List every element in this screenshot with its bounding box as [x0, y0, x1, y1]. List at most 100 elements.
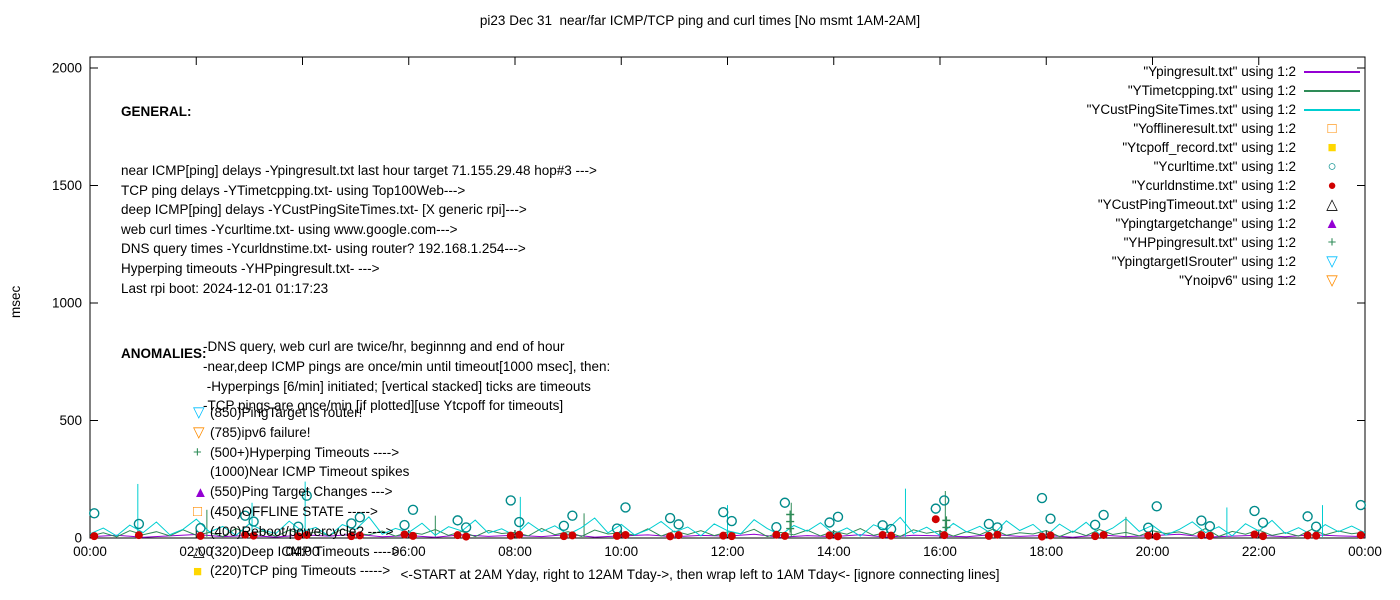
triangle-filled-icon: ▲ [1324, 215, 1340, 232]
triangle-open-icon: △ [193, 542, 205, 560]
anomaly-item: ■ (220)TCP ping Timeouts -----> [193, 561, 409, 581]
general-line: DNS query times -Ycurldnstime.txt- using… [121, 241, 526, 257]
x-tick-label: 04:00 [286, 544, 320, 559]
legend-entry: "YpingtargetISrouter" using 1:2 ▽ [1087, 252, 1364, 271]
legend-entry: "Yofflineresult.txt" using 1:2 □ [1087, 119, 1364, 138]
legend-label: "Ypingtargetchange" using 1:2 [1115, 216, 1296, 231]
circle-open-icon: ○ [1327, 158, 1337, 175]
legend-entry: "Ytcpoff_record.txt" using 1:2 ■ [1087, 138, 1364, 157]
legend-label: "Ypingresult.txt" using 1:2 [1143, 64, 1296, 79]
legend-sample: ○ [1300, 159, 1364, 174]
anomaly-text: (850)PingTarget is router! [210, 404, 363, 420]
legend-sample: ● [1300, 178, 1364, 193]
legend-sample: ■ [1300, 140, 1364, 155]
x-tick-label: 00:00 [73, 544, 107, 559]
anomaly-text: (450)OFFLINE STATE -----> [210, 503, 378, 519]
anomaly-text: (220)TCP ping Timeouts -----> [210, 563, 391, 579]
legend-entry: "Ypingresult.txt" using 1:2 [1087, 62, 1364, 81]
anomaly-text: (320)Deep ICMP Timeouts ----> [210, 543, 400, 559]
general-note: -Hyperpings [6/min] initiated; [vertical… [203, 378, 591, 394]
anomaly-text: (785)ipv6 failure! [210, 424, 311, 440]
anomaly-item: (400)Reboot/powercycle? ----> [193, 522, 409, 542]
anomaly-item: □ (450)OFFLINE STATE -----> [193, 502, 409, 522]
x-tick-label: 06:00 [392, 544, 426, 559]
legend-line-sample-icon [1304, 89, 1360, 92]
triangle-open-icon: △ [1326, 196, 1338, 213]
anomaly-text: (400)Reboot/powercycle? ----> [210, 523, 394, 539]
general-note: -TCP pings are once/min [if plotted][use… [203, 398, 564, 414]
x-tick-label: 14:00 [817, 544, 851, 559]
legend-sample: ▲ [1300, 216, 1364, 231]
square-open-icon: □ [1327, 120, 1337, 137]
anomaly-item: (1000)Near ICMP Timeout spikes [193, 462, 409, 482]
chart-title: pi23 Dec 31 near/far ICMP/TCP ping and c… [479, 13, 921, 28]
legend-label: "YCustPingSiteTimes.txt" using 1:2 [1086, 102, 1296, 117]
x-tick-label: 02:00 [179, 544, 213, 559]
legend-label: "YCustPingTimeout.txt" using 1:2 [1097, 197, 1296, 212]
anomaly-item: △ (320)Deep ICMP Timeouts ----> [193, 542, 409, 562]
y-tick-label: 0 [74, 531, 82, 546]
legend-label: "Yofflineresult.txt" using 1:2 [1133, 121, 1296, 136]
legend-label: "YTimetcpping.txt" using 1:2 [1127, 83, 1296, 98]
legend-label: "YHPpingresult.txt" using 1:2 [1123, 235, 1296, 250]
legend-sample [1300, 70, 1364, 73]
square-open-icon: □ [193, 503, 203, 521]
legend-entry: "Ypingtargetchange" using 1:2 ▲ [1087, 214, 1364, 233]
x-tick-label: 20:00 [1136, 544, 1170, 559]
series-YHPpingresult [786, 510, 951, 533]
legend-rows: "Ypingresult.txt" using 1:2 "YTimetcpping… [1087, 62, 1364, 290]
general-note: -near,deep ICMP pings are once/min until… [203, 358, 611, 374]
legend-sample [1300, 89, 1364, 92]
circle-filled-icon: ● [1327, 177, 1337, 194]
y-tick-label: 1500 [52, 178, 82, 193]
triangle-down-open-icon: ▽ [193, 424, 205, 442]
x-tick-label: 08:00 [498, 544, 532, 559]
anomalies-annotation-block: ANOMALIES: ▽ (850)PingTarget is router! ▽ (… [121, 304, 409, 600]
anomalies-heading: ANOMALIES: [121, 345, 207, 361]
legend-sample: ▽ [1300, 254, 1364, 269]
legend-entry: "YCustPingTimeout.txt" using 1:2 △ [1087, 195, 1364, 214]
series-Ycurltime [89, 490, 1366, 535]
general-line: Last rpi boot: 2024-12-01 01:17:23 [121, 280, 329, 296]
legend-line-sample-icon [1304, 108, 1360, 111]
anomaly-items: ▽ (850)PingTarget is router! ▽ (785)ipv6 fa… [121, 403, 409, 581]
square-filled-icon: ■ [193, 562, 203, 580]
anomaly-text: (1000)Near ICMP Timeout spikes [210, 464, 410, 480]
triangle-filled-icon: ▲ [193, 483, 208, 501]
series-Ycurldnstime [90, 515, 1365, 541]
plus-icon: + [193, 443, 202, 461]
legend-sample: □ [1300, 121, 1364, 136]
legend-entry: "Ycurldnstime.txt" using 1:2 ● [1087, 176, 1364, 195]
y-tick-label: 2000 [52, 61, 82, 76]
legend-label: "Ynoipv6" using 1:2 [1179, 273, 1296, 288]
general-annotation-block: GENERAL: near ICMP[ping] delays -Ypingre… [121, 63, 610, 455]
y-axis-label: msec [8, 285, 23, 318]
legend-entry: "YCustPingSiteTimes.txt" using 1:2 [1087, 100, 1364, 119]
legend-label: "Ytcpoff_record.txt" using 1:2 [1122, 140, 1296, 155]
chart-legend: "Ypingresult.txt" using 1:2 "YTimetcpping… [1087, 62, 1364, 290]
legend-sample [1300, 108, 1364, 111]
general-line: Hyperping timeouts -YHPpingresult.txt- -… [121, 260, 380, 276]
legend-entry: "YTimetcpping.txt" using 1:2 [1087, 81, 1364, 100]
anomaly-text: (500+)Hyperping Timeouts ----> [210, 444, 400, 460]
general-line: near ICMP[ping] delays -Ypingresult.txt … [121, 162, 597, 178]
x-tick-label: 12:00 [711, 544, 745, 559]
square-filled-icon: ■ [1327, 139, 1337, 156]
general-notes: -DNS query, web curl are twice/hr, begin… [121, 337, 610, 415]
x-tick-label: 18:00 [1029, 544, 1063, 559]
legend-entry: "Ycurltime.txt" using 1:2 ○ [1087, 157, 1364, 176]
x-tick-label: 22:00 [1242, 544, 1276, 559]
general-line: TCP ping delays -YTimetcpping.txt- using… [121, 182, 466, 198]
x-axis-label: <-START at 2AM Yday, right to 12AM Tday-… [400, 567, 1000, 582]
general-line: deep ICMP[ping] delays -YCustPingSiteTim… [121, 202, 527, 218]
legend-entry: "YHPpingresult.txt" using 1:2 + [1087, 233, 1364, 252]
anomaly-item: ▽ (785)ipv6 failure! [193, 423, 409, 443]
legend-entry: "Ynoipv6" using 1:2 ▽ [1087, 271, 1364, 290]
triangle-down-open-icon: ▽ [1326, 253, 1338, 270]
general-lines: near ICMP[ping] delays -Ypingresult.txt … [121, 161, 610, 298]
anomaly-item: ▲ (550)Ping Target Changes ---> [193, 482, 409, 502]
x-tick-label: 00:00 [1348, 544, 1382, 559]
legend-line-sample-icon [1304, 70, 1360, 73]
